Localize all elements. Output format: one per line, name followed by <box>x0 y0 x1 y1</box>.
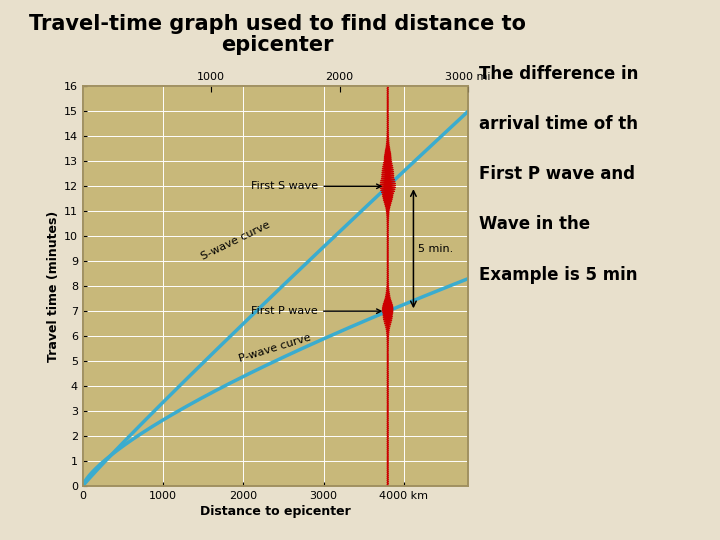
Text: First S wave: First S wave <box>251 181 381 191</box>
Text: First P wave and: First P wave and <box>479 165 635 183</box>
Text: Wave in the: Wave in the <box>479 215 590 233</box>
Text: The difference in: The difference in <box>479 65 638 83</box>
Text: P-wave curve: P-wave curve <box>238 333 312 365</box>
Text: Example is 5 min: Example is 5 min <box>479 266 637 284</box>
Text: S-wave curve: S-wave curve <box>199 220 271 262</box>
Text: First P wave: First P wave <box>251 306 381 316</box>
Text: Travel-time graph used to find distance to: Travel-time graph used to find distance … <box>29 14 526 33</box>
X-axis label: Distance to epicenter: Distance to epicenter <box>200 505 351 518</box>
Y-axis label: Travel time (minutes): Travel time (minutes) <box>47 211 60 362</box>
Text: epicenter: epicenter <box>221 35 333 55</box>
Text: 5 min.: 5 min. <box>418 244 454 254</box>
Text: arrival time of th: arrival time of th <box>479 115 638 133</box>
